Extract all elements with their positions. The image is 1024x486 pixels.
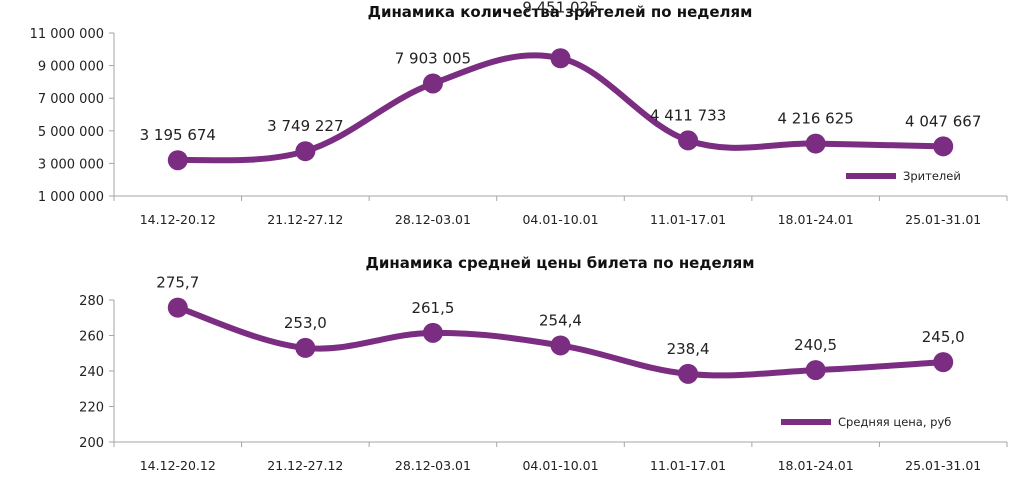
x-category-label: 04.01-10.01 xyxy=(522,458,598,473)
y-axis: 1 000 000 3 000 000 5 000 000 7 000 000 9 00… xyxy=(30,27,115,205)
legend: Средняя цена, руб xyxy=(781,415,951,429)
data-label: 240,5 xyxy=(794,336,837,354)
x-category-label: 11.01-17.01 xyxy=(650,212,726,227)
x-category-label: 11.01-17.01 xyxy=(650,458,726,473)
data-label: 7 903 005 xyxy=(395,49,471,67)
data-point-marker xyxy=(422,73,443,94)
x-category-label: 28.12-03.01 xyxy=(395,458,471,473)
data-point-marker xyxy=(805,360,826,381)
x-category-label: 18.01-24.01 xyxy=(778,212,854,227)
y-tick-label: 200 xyxy=(79,436,104,451)
legend-swatch xyxy=(846,173,896,179)
y-tick-label: 260 xyxy=(79,330,104,345)
y-axis: 200 220 240 260 280 xyxy=(79,294,115,451)
y-tick-label: 3 000 000 xyxy=(38,157,104,172)
data-label: 254,4 xyxy=(539,311,582,329)
data-label: 4 411 733 xyxy=(650,106,726,124)
data-label: 261,5 xyxy=(411,299,454,317)
data-point-marker xyxy=(678,363,699,384)
data-point-marker xyxy=(422,322,443,343)
data-label: 275,7 xyxy=(156,274,199,292)
data-point-marker xyxy=(167,150,188,171)
data-label: 4 047 667 xyxy=(905,112,981,130)
legend-swatch xyxy=(781,419,831,425)
y-tick-label: 5 000 000 xyxy=(38,125,104,140)
x-category-label: 14.12-20.12 xyxy=(140,458,216,473)
data-labels: 3 195 674 3 749 227 7 903 005 9 451 025 4 41… xyxy=(140,0,982,144)
series-line xyxy=(167,297,954,384)
x-category-label: 21.12-27.12 xyxy=(267,212,343,227)
chart-title: Динамика средней цены билета по неделям xyxy=(365,254,754,272)
x-category-label: 18.01-24.01 xyxy=(778,458,854,473)
series-line xyxy=(167,48,954,171)
legend-label: Зрителей xyxy=(903,169,961,183)
y-tick-label: 280 xyxy=(79,294,104,309)
data-labels: 275,7 253,0 261,5 254,4 238,4 240,5 245,0 xyxy=(156,274,964,358)
legend-label: Средняя цена, руб xyxy=(838,415,951,429)
data-point-marker xyxy=(933,136,954,157)
chart-title: Динамика количества зрителей по неделям xyxy=(368,3,753,21)
legend: Зрителей xyxy=(846,169,961,183)
data-point-marker xyxy=(805,133,826,154)
data-label: 3 195 674 xyxy=(140,126,216,144)
data-point-marker xyxy=(295,141,316,162)
data-label: 253,0 xyxy=(284,314,327,332)
y-tick-label: 9 000 000 xyxy=(38,60,104,75)
y-tick-label: 1 000 000 xyxy=(38,190,104,205)
x-category-label: 21.12-27.12 xyxy=(267,458,343,473)
data-label: 9 451 025 xyxy=(522,0,598,16)
y-tick-label: 240 xyxy=(79,365,104,380)
data-point-marker xyxy=(295,337,316,358)
data-label: 238,4 xyxy=(667,340,710,358)
y-tick-label: 7 000 000 xyxy=(38,92,104,107)
data-point-marker xyxy=(678,130,699,151)
x-axis: 14.12-20.12 21.12-27.12 28.12-03.01 04.01-1… xyxy=(113,195,1008,227)
x-axis: 14.12-20.12 21.12-27.12 28.12-03.01 04.01-1… xyxy=(113,441,1008,473)
data-label: 4 216 625 xyxy=(777,110,853,128)
x-category-label: 25.01-31.01 xyxy=(905,212,981,227)
viewers-chart: Динамика количества зрителей по неделям … xyxy=(30,0,1008,227)
data-point-marker xyxy=(550,48,571,69)
y-tick-label: 220 xyxy=(79,401,104,416)
x-category-label: 25.01-31.01 xyxy=(905,458,981,473)
x-category-label: 04.01-10.01 xyxy=(522,212,598,227)
x-category-label: 28.12-03.01 xyxy=(395,212,471,227)
data-point-marker xyxy=(933,352,954,373)
data-label: 3 749 227 xyxy=(267,117,343,135)
avg-price-chart: Динамика средней цены билета по неделям … xyxy=(79,254,1008,473)
x-category-label: 14.12-20.12 xyxy=(140,212,216,227)
data-point-marker xyxy=(550,335,571,356)
data-label: 245,0 xyxy=(922,328,965,346)
data-point-marker xyxy=(167,297,188,318)
y-tick-label: 11 000 000 xyxy=(30,27,104,42)
